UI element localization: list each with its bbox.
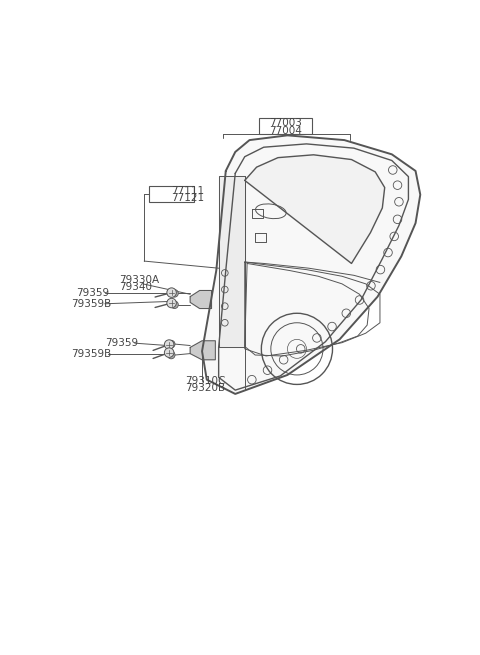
Text: 79359B: 79359B (72, 299, 112, 309)
Polygon shape (190, 291, 212, 309)
Circle shape (167, 288, 176, 297)
Text: 79359B: 79359B (72, 348, 112, 358)
Circle shape (171, 301, 179, 309)
Polygon shape (190, 341, 216, 360)
Text: 79330A: 79330A (119, 275, 159, 285)
Circle shape (167, 298, 176, 308)
Text: 79359: 79359 (105, 338, 138, 348)
Text: 79340: 79340 (119, 282, 152, 292)
Text: 77121: 77121 (171, 193, 204, 203)
Circle shape (168, 351, 175, 359)
Text: 79359: 79359 (76, 288, 109, 298)
Text: 79310C: 79310C (185, 375, 226, 386)
Text: 79320B: 79320B (185, 383, 226, 393)
Polygon shape (202, 136, 420, 394)
Text: 77003: 77003 (269, 119, 301, 128)
Text: 77111: 77111 (171, 186, 204, 196)
Text: 77004: 77004 (269, 126, 301, 136)
Circle shape (164, 348, 174, 358)
Polygon shape (219, 176, 245, 347)
Circle shape (164, 340, 174, 349)
Circle shape (168, 341, 175, 348)
Polygon shape (245, 155, 384, 263)
Circle shape (171, 290, 179, 297)
